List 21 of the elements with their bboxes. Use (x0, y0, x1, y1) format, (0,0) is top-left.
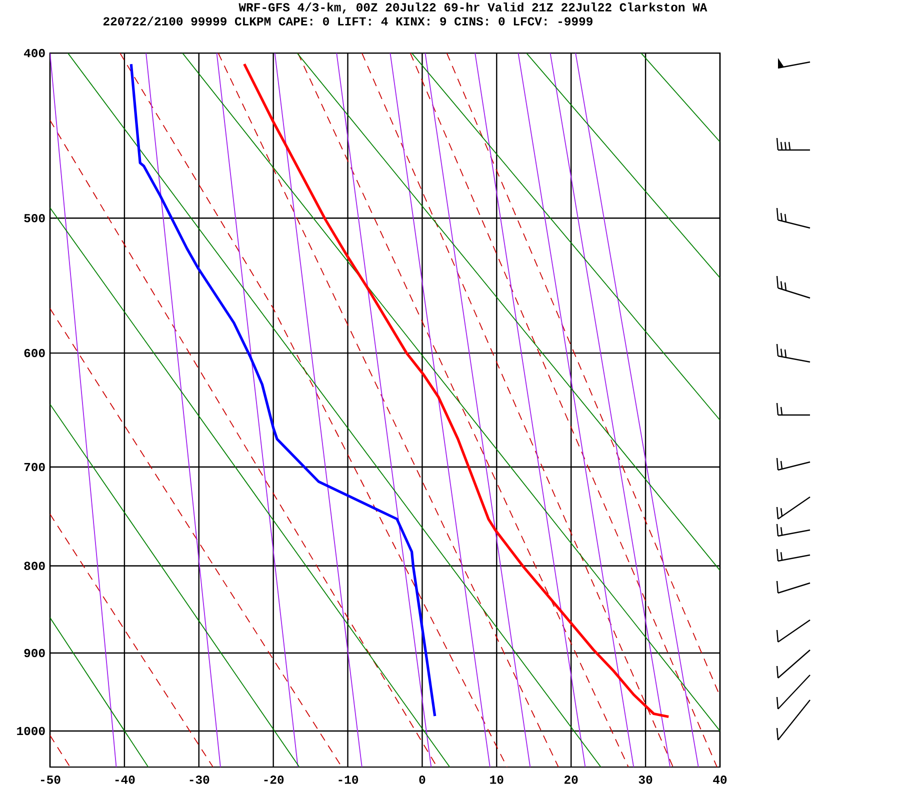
x-tick-label: -40 (115, 776, 135, 784)
x-tick-label: -10 (338, 776, 358, 784)
y-tick-label: 900 (24, 648, 45, 658)
y-tick-label: 700 (24, 462, 45, 472)
chart-subtitle: 220722/2100 99999 CLKPM CAPE: 0 LIFT: 4 KINX: 9 CINS: 0 LFCV: -9999 (103, 16, 592, 26)
chart-title: WRF-GFS 4/3-km, 00Z 20Jul22 69-hr Valid 21Z 22Jul22 Clarkston WA (238, 2, 708, 14)
x-tick-label: 10 (490, 776, 504, 784)
line-series (242, 62, 670, 718)
line-series (130, 62, 436, 718)
y-tick-label: 500 (24, 214, 45, 222)
y-tick-label: 600 (24, 348, 45, 358)
y-tick-label: 1000 (17, 726, 45, 736)
x-tick-label: -20 (264, 776, 284, 784)
x-tick-label: 20 (564, 776, 578, 784)
y-tick-label: 800 (24, 562, 45, 570)
x-tick-label: 40 (713, 776, 727, 784)
x-tick-label: 0 (419, 776, 426, 784)
y-tick-label: 400 (24, 48, 45, 58)
x-tick-label: 30 (638, 776, 652, 784)
x-tick-label: -30 (190, 776, 210, 784)
x-tick-label: -50 (40, 776, 60, 784)
